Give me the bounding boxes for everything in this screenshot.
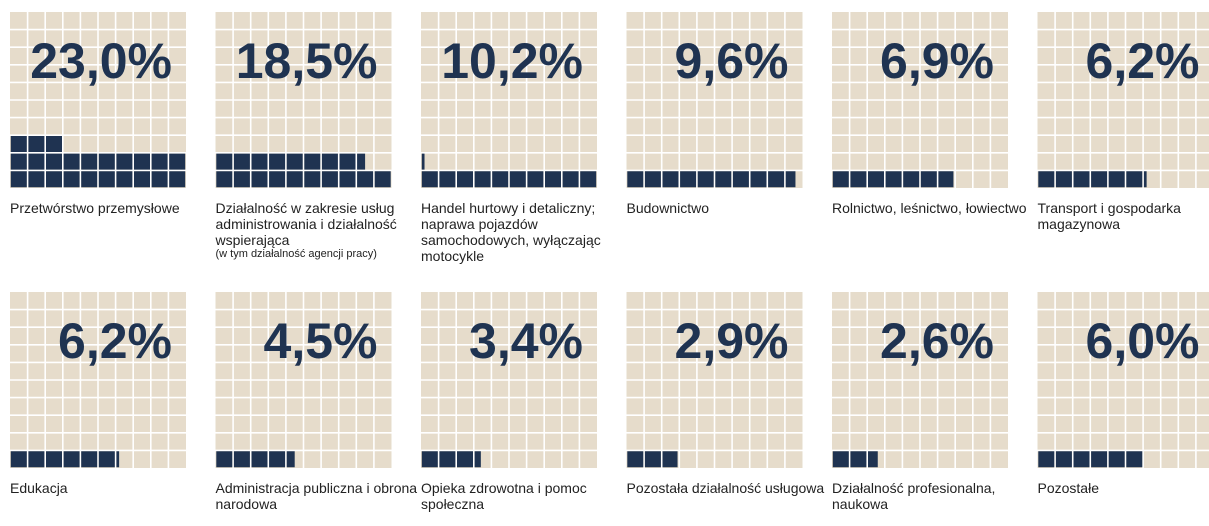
category-label: Edukacja: [10, 480, 215, 496]
category-label: Transport i gospodarka magazynowa: [1038, 200, 1209, 232]
value-label: 18,5%: [236, 33, 378, 89]
value-label: 23,0%: [30, 33, 172, 89]
category-text: Pozostałe: [1037, 480, 1099, 496]
category-text: Opieka zdrowotna i pomoc społeczna: [421, 480, 587, 512]
panel: 2,6%: [832, 292, 1008, 468]
category-note: (w tym działalność agencji pracy): [215, 248, 377, 260]
category-label: Działalność w zakresie usług administrow…: [216, 200, 421, 261]
waffle-fill: [1038, 451, 1143, 468]
waffle-fill: [421, 451, 481, 468]
value-label: 6,2%: [58, 313, 172, 369]
panel: 23,0%: [10, 12, 186, 188]
category-label: Budownictwo: [627, 200, 832, 216]
value-label: 6,9%: [880, 33, 994, 89]
panel: 6,9%: [832, 12, 1008, 188]
category-label: Pozostałe: [1038, 480, 1209, 496]
category-label: Opieka zdrowotna i pomoc społeczna: [421, 480, 626, 512]
value-label: 4,5%: [264, 313, 378, 369]
category-text: Działalność profesionalna, naukowa: [832, 480, 996, 512]
category-label: Pozostała działalność usługowa: [627, 480, 832, 496]
panel: 4,5%: [215, 292, 392, 468]
category-label: Przetwórstwo przemysłowe: [10, 200, 215, 216]
category-label: Działalność profesionalna, naukowa: [832, 480, 1037, 512]
category-label: Handel hurtowy i detaliczny; naprawa poj…: [421, 200, 626, 264]
category-text: Przetwórstwo przemysłowe: [10, 200, 180, 216]
category-text: Rolnictwo, leśnictwo, łowiectwo: [832, 200, 1027, 216]
category-text: Administracja publiczna i obrona narodow…: [215, 480, 418, 512]
panel: 3,4%: [421, 292, 597, 468]
waffle-fill: [627, 171, 796, 188]
panel: 6,0%: [1037, 292, 1209, 468]
value-label: 2,6%: [880, 313, 994, 369]
panel: 10,2%: [421, 12, 597, 188]
value-label: 9,6%: [675, 33, 789, 89]
panel: 6,2%: [10, 292, 186, 468]
value-label: 3,4%: [469, 313, 583, 369]
category-text: Działalność w zakresie usług administrow…: [215, 200, 397, 248]
value-label: 6,2%: [1086, 33, 1200, 89]
waffle-fill: [832, 451, 878, 468]
value-label: 10,2%: [441, 33, 583, 89]
waffle-fill: [1038, 171, 1147, 188]
panel: 18,5%: [215, 12, 392, 188]
waffle-fill: [832, 171, 954, 188]
category-label: Rolnictwo, leśnictwo, łowiectwo: [832, 200, 1037, 216]
waffle-fill: [216, 451, 295, 468]
category-text: Transport i gospodarka magazynowa: [1037, 200, 1181, 232]
waffle-fill: [10, 136, 186, 188]
panel: 9,6%: [626, 12, 803, 188]
value-label: 6,0%: [1086, 313, 1200, 369]
waffle-fill: [216, 153, 391, 188]
category-label: Administracja publiczna i obrona narodow…: [216, 480, 421, 512]
category-text: Budownictwo: [626, 200, 710, 216]
waffle-fill: [421, 153, 597, 188]
value-label: 2,9%: [675, 313, 789, 369]
waffle-fill: [627, 451, 678, 468]
waffle-fill: [10, 451, 120, 468]
panel: 6,2%: [1037, 12, 1209, 188]
category-text: Pozostała działalność usługowa: [626, 480, 825, 496]
panel: 2,9%: [626, 292, 803, 468]
category-text: Edukacja: [10, 480, 68, 496]
category-text: Handel hurtowy i detaliczny; naprawa poj…: [421, 200, 601, 264]
